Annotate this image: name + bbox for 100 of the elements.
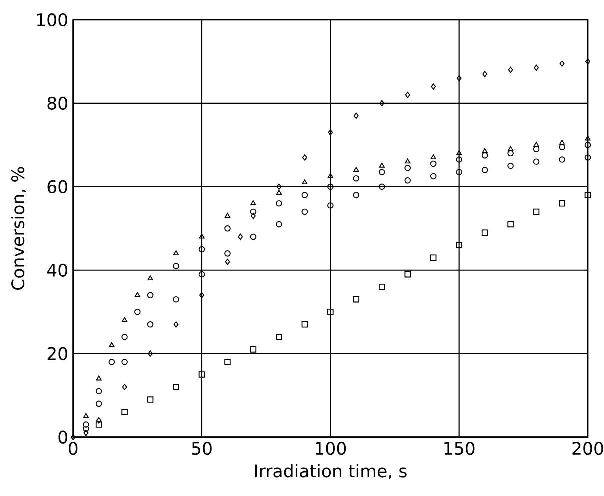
point	[302, 208, 308, 216]
point	[508, 221, 514, 228]
point	[198, 271, 206, 278]
point	[224, 359, 231, 366]
point	[122, 359, 128, 366]
point	[328, 308, 334, 316]
point	[456, 242, 462, 248]
point	[276, 200, 282, 207]
point	[276, 184, 282, 190]
point	[134, 308, 141, 316]
point	[109, 342, 115, 348]
point	[584, 192, 592, 198]
point	[586, 58, 590, 65]
x-tick-label: 0	[68, 442, 78, 456]
point	[148, 276, 154, 281]
point	[328, 173, 334, 178]
y-axis-title: Conversion, %	[11, 167, 26, 290]
point	[559, 140, 566, 145]
point	[224, 226, 231, 232]
point	[134, 292, 140, 298]
point	[328, 202, 334, 209]
point	[96, 400, 102, 408]
point	[147, 292, 154, 299]
point	[174, 322, 179, 328]
y-tick-label: 80	[48, 96, 68, 110]
point	[482, 71, 488, 78]
point	[276, 221, 282, 228]
point	[533, 208, 540, 216]
point	[108, 359, 116, 366]
y-tick-label: 40	[47, 264, 68, 277]
point	[84, 430, 89, 436]
point	[378, 169, 386, 176]
point	[302, 322, 308, 328]
point	[198, 246, 206, 253]
point	[533, 146, 540, 152]
point	[276, 334, 282, 340]
point	[83, 413, 89, 418]
point	[430, 160, 437, 168]
x-tick-label: 100	[316, 442, 346, 456]
point	[96, 388, 102, 395]
point	[456, 150, 462, 156]
y-tick-label: 60	[48, 180, 68, 194]
point	[354, 112, 359, 120]
point	[328, 184, 334, 190]
point	[250, 208, 257, 216]
point	[404, 271, 411, 278]
point	[353, 296, 360, 303]
point	[534, 64, 539, 72]
point	[560, 60, 565, 67]
point	[250, 213, 256, 220]
point	[238, 234, 244, 240]
point	[379, 162, 385, 168]
point	[302, 180, 308, 185]
point	[533, 158, 540, 166]
point	[482, 167, 488, 174]
point	[405, 158, 411, 164]
y-tick-label: 20	[48, 347, 68, 360]
x-tick-label: 200	[572, 442, 604, 456]
point	[430, 173, 437, 180]
point	[199, 234, 205, 239]
point	[354, 167, 360, 172]
point	[378, 284, 386, 290]
point	[508, 146, 514, 152]
point	[328, 130, 334, 136]
point	[173, 263, 180, 270]
point	[508, 150, 514, 157]
point	[147, 322, 154, 328]
point	[173, 250, 180, 256]
point	[584, 142, 592, 148]
point	[250, 234, 257, 240]
point	[559, 144, 566, 150]
point	[122, 317, 128, 322]
point	[585, 136, 591, 141]
point	[96, 422, 102, 428]
point	[225, 258, 230, 266]
point	[224, 213, 231, 218]
point	[198, 372, 206, 378]
point	[122, 384, 128, 390]
point	[353, 192, 360, 198]
point	[482, 148, 488, 154]
point	[302, 154, 308, 161]
point	[148, 350, 154, 357]
x-tick-label: 50	[192, 442, 212, 456]
point	[250, 200, 256, 206]
point	[559, 156, 566, 163]
point	[508, 162, 514, 170]
point	[482, 152, 488, 159]
point	[96, 376, 102, 381]
point	[83, 422, 90, 428]
point	[508, 66, 514, 74]
point	[430, 154, 436, 160]
point	[534, 142, 540, 147]
point	[250, 346, 257, 353]
y-tick-label: 100	[37, 13, 68, 27]
point	[200, 292, 204, 299]
point	[83, 426, 90, 432]
point	[559, 200, 566, 207]
point	[147, 396, 154, 403]
point	[302, 192, 308, 198]
point	[431, 84, 436, 90]
